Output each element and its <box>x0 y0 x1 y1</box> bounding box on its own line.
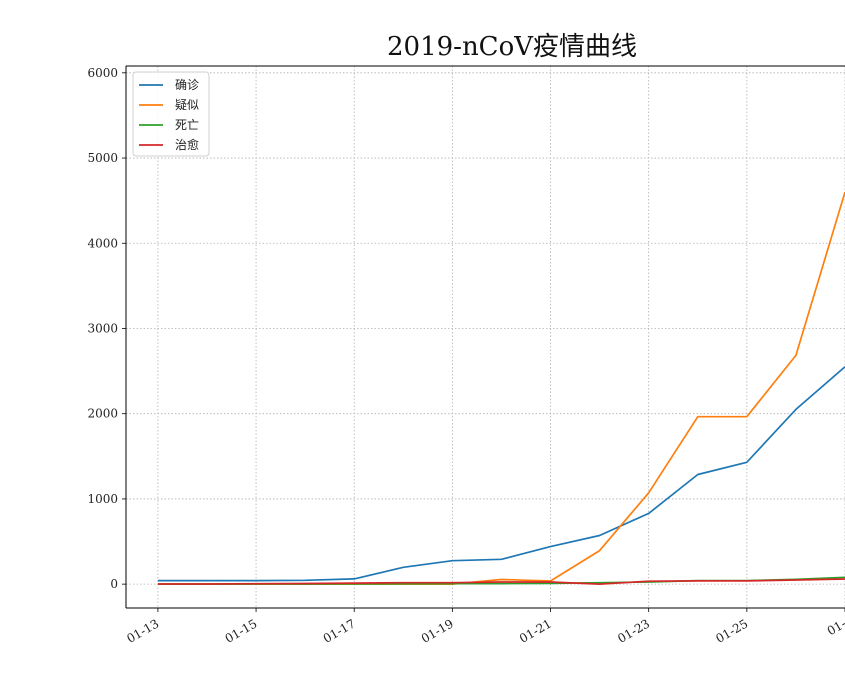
series-lines <box>157 191 845 585</box>
x-tick-label: 01-25 <box>713 616 750 645</box>
grid <box>126 66 845 608</box>
x-tick-label: 01-21 <box>517 616 554 645</box>
x-tick-label: 01-17 <box>321 616 358 645</box>
y-tick-label: 0 <box>110 577 118 591</box>
series-line-0 <box>157 366 845 582</box>
x-tick-label: 01-15 <box>223 616 260 645</box>
legend-label: 死亡 <box>175 118 199 132</box>
y-tick-label: 2000 <box>87 407 118 421</box>
y-ticks: 0 1000 2000 3000 4000 5000 6000 <box>87 66 126 591</box>
series-line-3 <box>157 578 845 585</box>
x-tick-label: 01-19 <box>419 616 456 645</box>
legend-label: 疑似 <box>175 97 199 112</box>
series-line-1 <box>157 191 845 585</box>
y-tick-label: 3000 <box>87 321 118 335</box>
x-tick-label: 01-23 <box>615 616 652 645</box>
axes <box>125 65 845 609</box>
y-tick-label: 5000 <box>87 151 118 165</box>
y-tick-label: 4000 <box>87 236 118 250</box>
legend-label: 治愈 <box>175 137 199 152</box>
y-tick-label: 1000 <box>87 492 118 506</box>
x-tick-label: 01-13 <box>124 616 161 645</box>
legend-label: 确诊 <box>175 78 199 92</box>
legend-box <box>132 71 210 157</box>
x-ticks: 01-13 01-15 01-17 01-19 01-21 01-23 01-25 01- <box>124 608 845 646</box>
y-tick-label: 6000 <box>87 66 118 80</box>
chart-title: 2019-nCoV疫情曲线 <box>387 32 637 62</box>
x-tick-label: 01- <box>825 616 845 638</box>
